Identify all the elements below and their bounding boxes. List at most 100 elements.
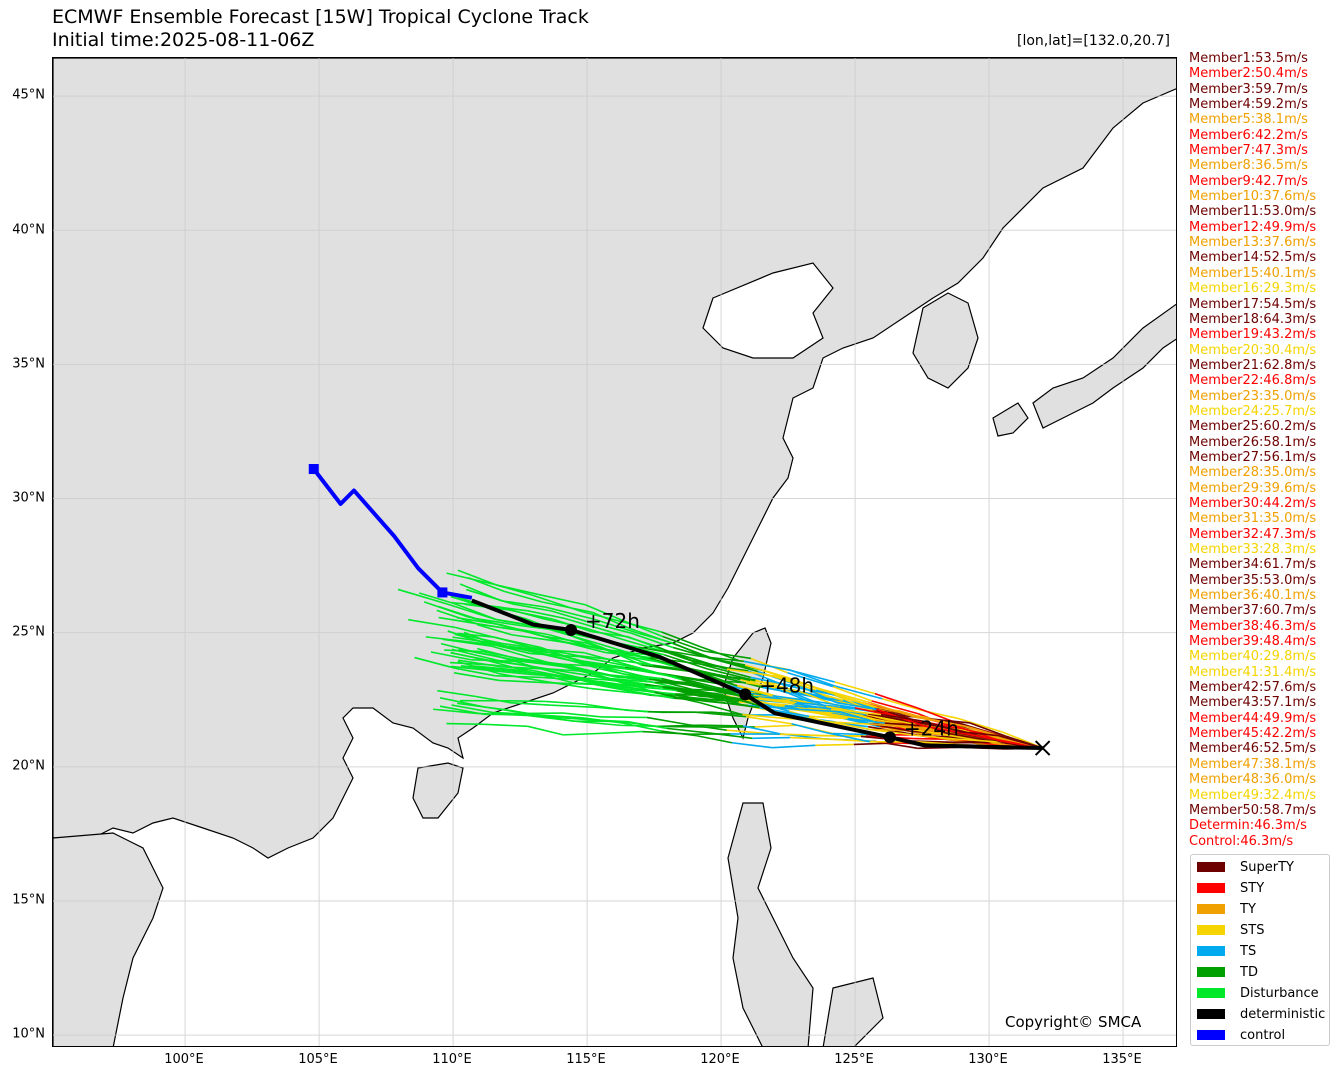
member-entry: Member1:53.5m/s — [1189, 51, 1308, 66]
member-entry: Control:46.3m/s — [1189, 833, 1294, 849]
map-panel[interactable]: +24h +48h +72h — [52, 57, 1177, 1047]
member-entry: Member30:44.2m/s — [1189, 495, 1317, 511]
member-entry: Member29:39.6m/s — [1189, 480, 1317, 496]
chart-title: ECMWF Ensemble Forecast [15W] Tropical C… — [52, 6, 589, 52]
lon-tick-120: 120°E — [700, 1052, 740, 1067]
title-line-2: Initial time:2025-08-11-06Z — [52, 29, 315, 51]
member-entry: Member23:35.0m/s — [1189, 388, 1317, 404]
legend: SuperTY STY TY STS TS TD Disturbance determinis… — [1190, 854, 1330, 1046]
legend-item-sty: STY — [1197, 878, 1264, 898]
member-entry: Member42:57.6m/s — [1189, 680, 1317, 696]
member-entry: Member4:59.2m/s — [1189, 97, 1308, 113]
legend-swatch — [1197, 967, 1225, 977]
member-entry: Member26:58.1m/s — [1189, 434, 1317, 450]
member-entry: Member19:43.2m/s — [1189, 327, 1317, 343]
lat-tick-45: 45°N — [12, 87, 45, 103]
member-entry: Member31:35.0m/s — [1189, 511, 1317, 527]
member-entry: Member33:28.3m/s — [1189, 542, 1317, 557]
land-layer — [53, 58, 1176, 1046]
member-entry: Member3:59.7m/s — [1189, 81, 1308, 97]
member-entry: Member47:38.1m/s — [1189, 756, 1317, 772]
member-entry: Member17:54.5m/s — [1189, 296, 1317, 312]
lon-tick-105: 105°E — [298, 1052, 338, 1067]
member-entry: Member7:47.3m/s — [1189, 143, 1308, 159]
legend-item-superty: SuperTY — [1197, 857, 1294, 877]
legend-swatch — [1197, 883, 1225, 893]
member-entry: Member20:30.4m/s — [1189, 342, 1317, 358]
legend-swatch — [1197, 925, 1225, 935]
member-entry: Member25:60.2m/s — [1189, 419, 1317, 435]
member-entry: Member27:56.1m/s — [1189, 449, 1317, 465]
member-entry: Member8:36.5m/s — [1189, 158, 1308, 174]
title-line-1: ECMWF Ensemble Forecast [15W] Tropical C… — [52, 6, 589, 28]
legend-swatch — [1197, 904, 1225, 914]
legend-label: SuperTY — [1240, 859, 1294, 875]
initial-position-x-icon — [1034, 740, 1051, 756]
member-entry: Member14:52.5m/s — [1189, 250, 1317, 266]
lon-tick-135: 135°E — [1102, 1052, 1142, 1067]
member-entry: Member39:48.4m/s — [1189, 634, 1317, 650]
lat-tick-10: 10°N — [12, 1026, 45, 1042]
legend-swatch — [1197, 1030, 1225, 1040]
member-entry: Member9:42.7m/s — [1189, 173, 1308, 189]
member-entry: Member40:29.8m/s — [1189, 649, 1317, 665]
legend-label: TD — [1240, 964, 1258, 980]
time-marker — [883, 731, 896, 744]
member-entry: Member34:61.7m/s — [1189, 557, 1317, 573]
member-entry: Member44:49.9m/s — [1189, 710, 1317, 726]
member-entry: Member18:64.3m/s — [1189, 311, 1317, 327]
member-entry: Determin:46.3m/s — [1189, 818, 1307, 834]
member-intensity-list: Member1:53.5m/s Member2:50.4m/s Member3:59… — [1189, 51, 1316, 849]
legend-item-ts: TS — [1197, 941, 1256, 961]
member-entry: Member13:37.6m/s — [1189, 235, 1317, 251]
legend-item-disturbance: Disturbance — [1197, 983, 1319, 1003]
legend-swatch — [1197, 946, 1225, 956]
lat-tick-40: 40°N — [12, 222, 45, 238]
member-entry: Member24:25.7m/s — [1189, 403, 1317, 419]
member-entry: Member38:46.3m/s — [1189, 618, 1317, 634]
member-entry: Member21:62.8m/s — [1189, 357, 1317, 373]
lat-tick-25: 25°N — [12, 624, 45, 640]
member-entry: Member2:50.4m/s — [1189, 66, 1308, 82]
copyright-label: Copyright© SMCA — [1005, 1013, 1142, 1031]
control-marker — [308, 464, 319, 475]
position-label: [lon,lat]=[132.0,20.7] — [1016, 33, 1170, 49]
member-entry: Member48:36.0m/s — [1189, 772, 1317, 788]
member-entry: Member50:58.7m/s — [1189, 802, 1317, 818]
member-entry: Member36:40.1m/s — [1189, 588, 1317, 604]
legend-label: Disturbance — [1240, 985, 1319, 1001]
legend-label: TY — [1240, 901, 1256, 917]
legend-item-sts: STS — [1197, 920, 1264, 940]
legend-item-td: TD — [1197, 962, 1258, 982]
control-marker — [437, 587, 448, 598]
member-entry: Member22:46.8m/s — [1189, 373, 1317, 389]
lon-tick-100: 100°E — [164, 1052, 204, 1067]
member-entry: Member6:42.2m/s — [1189, 127, 1308, 143]
member-entry: Member41:31.4m/s — [1189, 664, 1317, 680]
time-marker — [739, 688, 752, 701]
legend-label: TS — [1240, 943, 1257, 959]
lon-tick-110: 110°E — [432, 1052, 472, 1067]
legend-label: control — [1240, 1027, 1286, 1043]
member-entry: Member11:53.0m/s — [1189, 204, 1317, 220]
member-entry: Member49:32.4m/s — [1189, 787, 1317, 803]
member-entry: Member46:52.5m/s — [1189, 741, 1317, 757]
member-entry: Member37:60.7m/s — [1189, 603, 1317, 619]
member-entry: Member28:35.0m/s — [1189, 465, 1317, 481]
member-entry: Member35:53.0m/s — [1189, 572, 1317, 588]
time-marker — [565, 624, 578, 636]
legend-item-ty: TY — [1197, 899, 1256, 919]
member-entry: Member32:47.3m/s — [1189, 526, 1317, 542]
legend-item-control: control — [1197, 1025, 1285, 1045]
map-canvas: +24h +48h +72h — [53, 58, 1176, 1046]
legend-item-deterministic: deterministic — [1197, 1004, 1325, 1024]
time-label: +72h — [585, 609, 640, 633]
legend-label: STS — [1240, 922, 1265, 938]
time-label: +24h — [904, 716, 959, 740]
time-label: +48h — [759, 673, 814, 697]
lon-tick-130: 130°E — [968, 1052, 1008, 1067]
member-entry: Member43:57.1m/s — [1189, 695, 1317, 711]
member-entry: Member5:38.1m/s — [1189, 112, 1308, 128]
lat-tick-15: 15°N — [12, 892, 45, 908]
member-entry: Member10:37.6m/s — [1189, 189, 1317, 205]
